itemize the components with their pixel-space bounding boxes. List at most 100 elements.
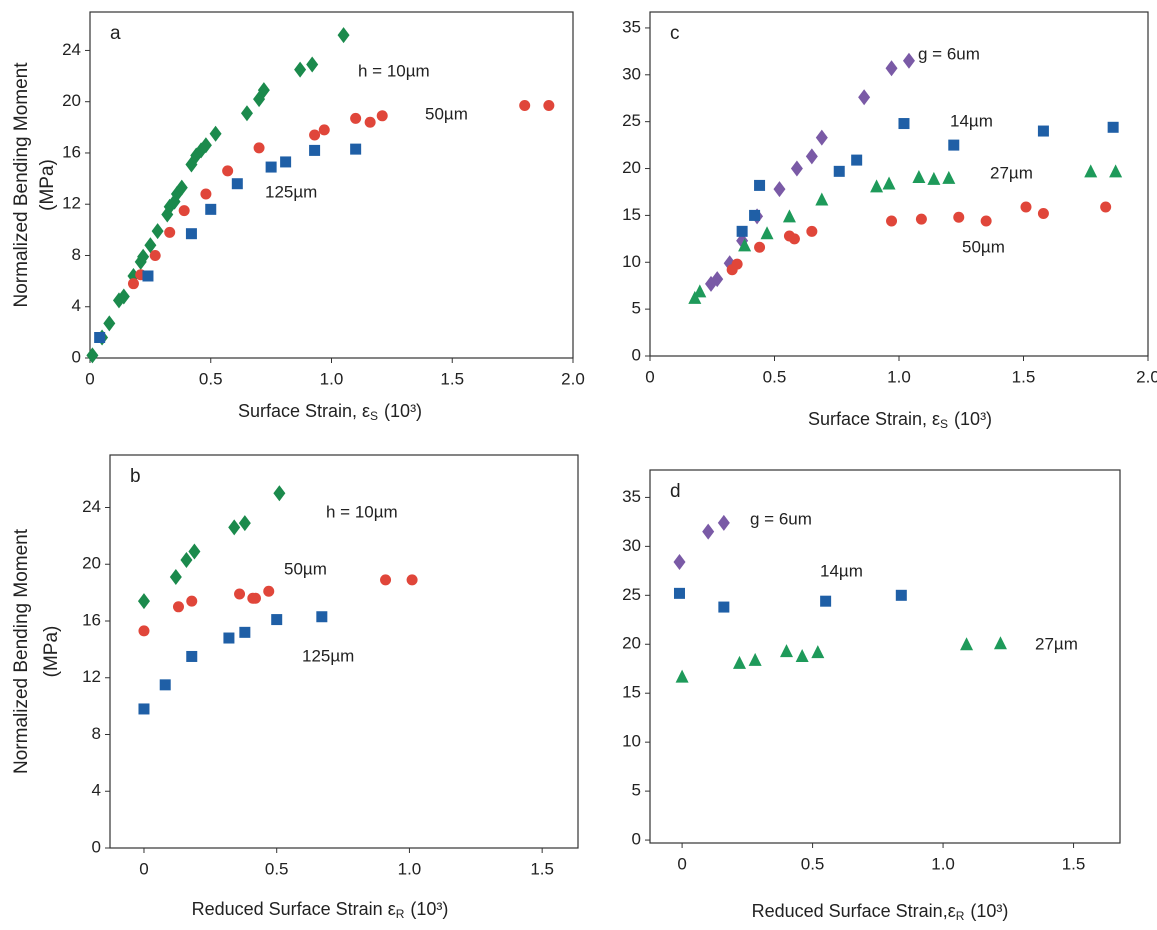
circle-marker: [754, 241, 766, 253]
triangle-marker: [748, 652, 762, 666]
triangle-marker: [942, 170, 956, 184]
square-marker: [138, 703, 150, 715]
diamond-marker: [858, 89, 871, 106]
plot-frame: [109, 454, 579, 849]
triangle-marker: [738, 238, 752, 252]
y-tick-label: 10: [622, 732, 641, 751]
diamond-marker: [137, 593, 150, 610]
triangle-marker: [927, 171, 941, 185]
circle-marker: [406, 574, 418, 586]
y-tick-label: 4: [92, 781, 101, 800]
y-tick-label: 20: [622, 634, 641, 653]
diamond-marker: [117, 288, 130, 305]
x-tick-label: 1.0: [320, 369, 344, 388]
circle-marker: [788, 233, 800, 245]
diamond-marker: [790, 160, 803, 177]
plot-frame: [89, 11, 574, 359]
y-tick-label: 12: [82, 667, 101, 686]
series-label: 50µm: [425, 104, 468, 123]
diamond-marker: [885, 60, 898, 77]
triangle-marker: [912, 169, 926, 183]
square-marker: [1107, 121, 1119, 133]
diamond-marker: [240, 105, 253, 122]
series-label: h = 10µm: [358, 61, 430, 80]
y-tick-label: 35: [622, 17, 641, 36]
y-axis-label: Normalized Bending Moment: [11, 62, 32, 308]
x-axis-label-unit: (10³): [384, 401, 422, 421]
diamond-marker: [199, 137, 212, 154]
diamond-marker: [103, 315, 116, 332]
square-marker: [833, 165, 845, 177]
y-axis-label: (MPa): [37, 159, 58, 211]
triangle-marker: [870, 179, 884, 193]
circle-marker: [364, 116, 376, 128]
square-marker: [673, 587, 685, 599]
series-label: 27µm: [990, 163, 1033, 182]
diamond-marker: [169, 569, 182, 586]
x-axis-label-sub: R: [956, 909, 965, 923]
circle-marker: [200, 188, 212, 200]
panel-label: c: [670, 23, 680, 44]
diamond-marker: [717, 514, 730, 531]
circle-marker: [309, 129, 321, 141]
circle-marker: [731, 258, 743, 270]
circle-marker: [186, 595, 198, 607]
square-marker: [718, 601, 730, 613]
panel-label: b: [130, 466, 141, 487]
series-label: 14µm: [820, 561, 863, 580]
diamond-marker: [294, 61, 307, 78]
series-label: 125µm: [265, 182, 317, 201]
circle-marker: [253, 142, 265, 154]
y-tick-label: 8: [72, 245, 81, 264]
circle-marker: [1020, 201, 1032, 213]
triangle-marker: [960, 637, 974, 651]
y-tick-label: 20: [62, 91, 81, 110]
circle-marker: [915, 213, 927, 225]
circle-marker: [1100, 201, 1112, 213]
series-label: 14µm: [950, 111, 993, 130]
diamond-marker: [337, 27, 350, 44]
y-tick-label: 25: [622, 585, 641, 604]
square-marker: [350, 143, 362, 155]
diamond-marker: [673, 554, 686, 571]
circle-marker: [318, 124, 330, 136]
circle-marker: [249, 592, 261, 604]
series-label: 50µm: [284, 559, 327, 578]
triangle-marker: [815, 192, 829, 206]
x-axis-label: Surface Strain, εS (10³): [808, 409, 992, 431]
x-tick-label: 0.5: [763, 367, 787, 386]
y-tick-label: 0: [632, 345, 641, 364]
x-tick-label: 0: [139, 859, 148, 878]
diamond-marker: [144, 237, 157, 254]
square-marker: [205, 203, 217, 215]
series-label: g = 6um: [750, 509, 812, 528]
diamond-marker: [273, 485, 286, 502]
x-axis-label-sub: R: [396, 907, 405, 921]
x-axis-label-text: Surface Strain, ε: [238, 401, 370, 421]
triangle-marker: [675, 669, 689, 683]
circle-marker: [222, 165, 234, 177]
triangle-marker: [993, 636, 1007, 650]
circle-marker: [172, 601, 184, 613]
circle-marker: [138, 625, 150, 637]
y-tick-label: 15: [622, 205, 641, 224]
diamond-marker: [188, 543, 201, 560]
series-label: 27µm: [1035, 634, 1078, 653]
triangle-marker: [882, 176, 896, 190]
x-axis-label-text: Reduced Surface Strain,ε: [752, 901, 956, 921]
square-marker: [898, 118, 910, 130]
circle-marker: [806, 225, 818, 237]
diamond-marker: [209, 125, 222, 142]
diamond-marker: [175, 179, 188, 196]
y-tick-label: 8: [92, 724, 101, 743]
circle-marker: [350, 112, 362, 124]
diamond-marker: [180, 551, 193, 568]
circle-marker: [149, 249, 161, 261]
y-tick-label: 16: [82, 610, 101, 629]
circle-marker: [127, 278, 139, 290]
x-axis-label-sub: S: [370, 409, 378, 423]
series-label: 50µm: [962, 237, 1005, 256]
diamond-marker: [702, 523, 715, 540]
circle-marker: [519, 100, 531, 112]
square-marker: [239, 626, 251, 638]
